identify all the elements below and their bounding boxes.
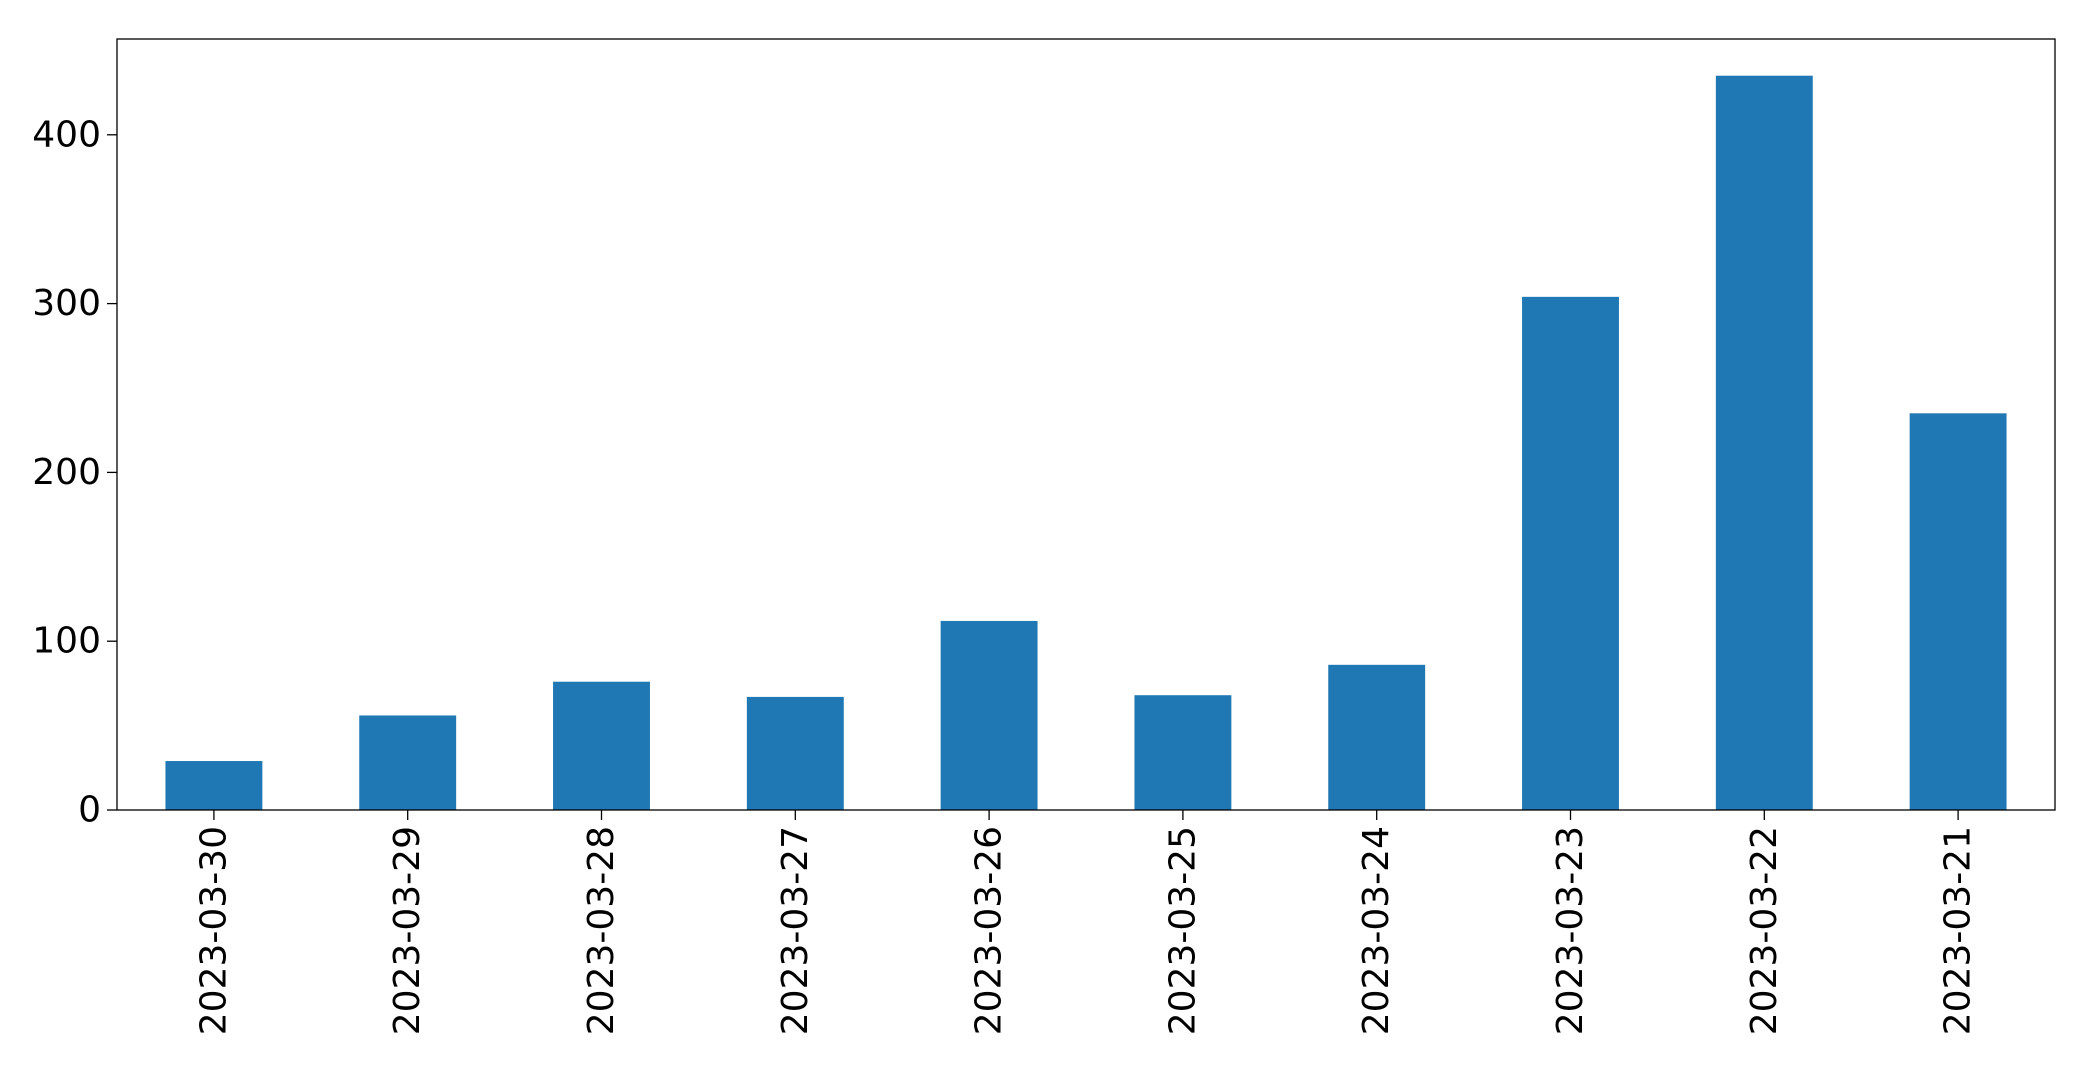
x-tick-label: 2023-03-29	[387, 826, 428, 1035]
bar-2023-03-30	[165, 761, 263, 810]
y-tick-label: 400	[32, 114, 101, 155]
bar-2023-03-25	[1134, 695, 1232, 810]
y-tick-label: 100	[32, 621, 101, 662]
x-tick-label: 2023-03-30	[193, 826, 234, 1035]
bar-2023-03-21	[1909, 413, 2007, 810]
x-tick-label: 2023-03-23	[1550, 826, 1591, 1035]
bar-2023-03-28	[553, 681, 650, 810]
bar-2023-03-22	[1715, 75, 1813, 810]
bar-2023-03-26	[940, 620, 1038, 810]
y-tick-label: 300	[32, 283, 101, 324]
x-tick-label: 2023-03-21	[1938, 826, 1979, 1035]
bar-2023-03-27	[746, 696, 844, 810]
plot-frame	[116, 38, 2056, 811]
x-tick-label: 2023-03-28	[581, 826, 622, 1035]
bars-layer	[165, 75, 2007, 810]
y-axis: 0 100 200 300 400	[32, 114, 117, 831]
bar-2023-03-29	[359, 715, 457, 810]
x-tick-label: 2023-03-22	[1744, 826, 1785, 1035]
bar-2023-03-24	[1328, 664, 1426, 810]
y-tick-label: 200	[32, 452, 101, 493]
x-axis: 2023-03-30 2023-03-29 2023-03-28 2023-03-27…	[193, 810, 1979, 1035]
x-tick-label: 2023-03-26	[969, 826, 1010, 1035]
bar-2023-03-23	[1522, 296, 1619, 810]
x-tick-label: 2023-03-27	[775, 826, 816, 1035]
x-tick-label: 2023-03-24	[1356, 826, 1397, 1035]
x-tick-label: 2023-03-25	[1162, 826, 1203, 1035]
y-tick-label: 0	[78, 790, 101, 831]
